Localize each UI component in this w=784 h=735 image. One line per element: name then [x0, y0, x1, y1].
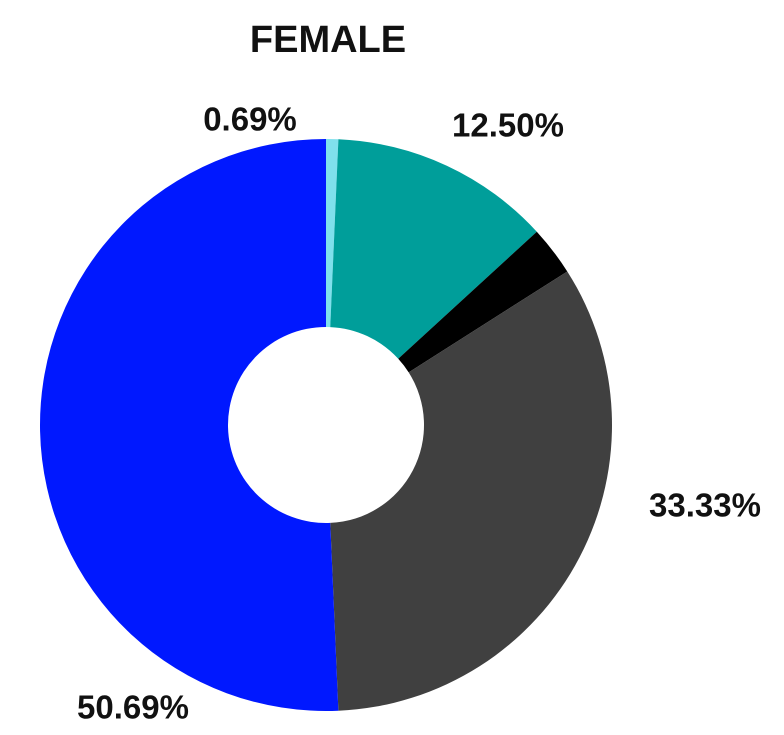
- donut-slice: [330, 139, 537, 359]
- slice-label: 0.69%: [203, 101, 297, 138]
- chart-title: FEMALE: [250, 19, 406, 61]
- donut-slice: [330, 271, 612, 711]
- donut-slice: [326, 139, 339, 328]
- slice-label: 33.33%: [649, 487, 761, 524]
- slice-label: 12.50%: [452, 107, 564, 144]
- donut-slice: [39, 138, 339, 711]
- donut-slice: [398, 231, 568, 373]
- slice-label: 50.69%: [77, 689, 189, 726]
